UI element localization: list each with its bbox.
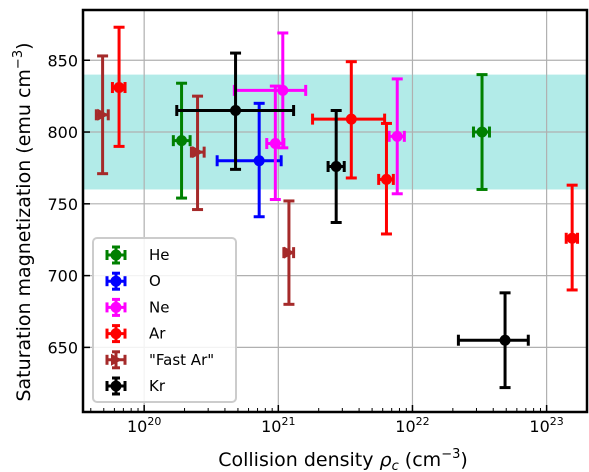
y-tick-label: 650 — [47, 338, 78, 357]
data-point — [471, 73, 491, 191]
legend-entry: O — [105, 271, 161, 291]
data-point — [110, 25, 127, 148]
legend-marker — [110, 249, 122, 261]
x-tick-label: 1021 — [261, 415, 295, 436]
legend: He O Ne Ar "Fast Ar" Kr — [92, 237, 237, 403]
data-point — [171, 81, 192, 200]
legend-entry: Ar — [105, 324, 166, 344]
series-ne — [232, 31, 406, 202]
y-tick-label: 750 — [47, 195, 78, 214]
marker — [476, 126, 488, 138]
x-tick-base: 10 — [261, 417, 281, 436]
marker — [97, 108, 109, 121]
x-tick-base: 10 — [395, 417, 415, 436]
plot-frame — [81, 8, 589, 414]
x-tick-label: 1023 — [529, 415, 563, 436]
legend-entry: Ne — [105, 297, 169, 317]
legend-label: Ar — [149, 325, 166, 343]
data-point — [175, 51, 296, 171]
data-point — [94, 54, 110, 176]
marker — [269, 138, 281, 150]
y-tick-label: 700 — [47, 267, 78, 286]
marker — [230, 105, 242, 116]
legend-box — [92, 237, 237, 403]
series-he — [171, 73, 491, 200]
x-tick-base: 10 — [127, 417, 147, 436]
legend-entry: Kr — [105, 376, 166, 396]
data-point — [215, 101, 283, 219]
y-tick-label: 800 — [47, 123, 78, 142]
marker — [277, 84, 289, 96]
legend-marker — [110, 275, 122, 287]
data-point — [189, 94, 206, 212]
x-tick-exp: 21 — [281, 415, 295, 428]
marker — [499, 334, 511, 346]
x-tick-exp: 23 — [550, 415, 564, 428]
marker — [345, 113, 357, 125]
data-point — [387, 77, 406, 196]
series-kr — [175, 51, 530, 390]
marker — [113, 82, 125, 94]
legend-marker — [110, 328, 122, 340]
legend-entry: He — [105, 245, 170, 265]
legend-label: Ne — [149, 298, 169, 316]
marker — [380, 173, 392, 185]
legend-label: Kr — [149, 377, 166, 395]
grid-layer — [83, 10, 587, 412]
data-point — [326, 109, 346, 224]
marker — [391, 130, 403, 142]
legend-marker — [110, 301, 122, 313]
data-point — [377, 121, 395, 236]
x-tick-base: 10 — [529, 417, 549, 436]
data-point — [232, 31, 308, 150]
legend-entry: "Fast Ar" — [105, 350, 214, 370]
x-tick-label: 1020 — [127, 415, 161, 436]
marker — [566, 232, 578, 244]
x-tick-exp: 22 — [416, 415, 430, 428]
series-ar — [110, 25, 580, 292]
data-point — [564, 183, 580, 292]
series-o — [215, 101, 283, 219]
marker — [176, 135, 188, 147]
legend-label: "Fast Ar" — [149, 351, 214, 369]
x-tick-label: 1022 — [395, 415, 429, 436]
series-fast-ar — [94, 54, 296, 306]
y-tick-label: 850 — [47, 51, 78, 70]
marker — [283, 246, 295, 259]
x-tick-exp: 20 — [147, 415, 161, 428]
data-layer — [94, 25, 580, 390]
x-axis-label: Collision density ρc (cm−3) — [218, 447, 468, 472]
legend-marker — [110, 380, 122, 392]
data-point — [456, 291, 530, 390]
marker — [253, 155, 265, 167]
marker — [192, 146, 204, 159]
legend-label: O — [149, 272, 161, 290]
data-point — [282, 199, 296, 306]
marker — [330, 160, 342, 172]
legend-marker — [111, 353, 122, 366]
legend-label: He — [149, 246, 170, 264]
y-axis-label: Saturation magnetization (emu cm−3) — [11, 42, 35, 401]
data-point — [311, 60, 387, 180]
